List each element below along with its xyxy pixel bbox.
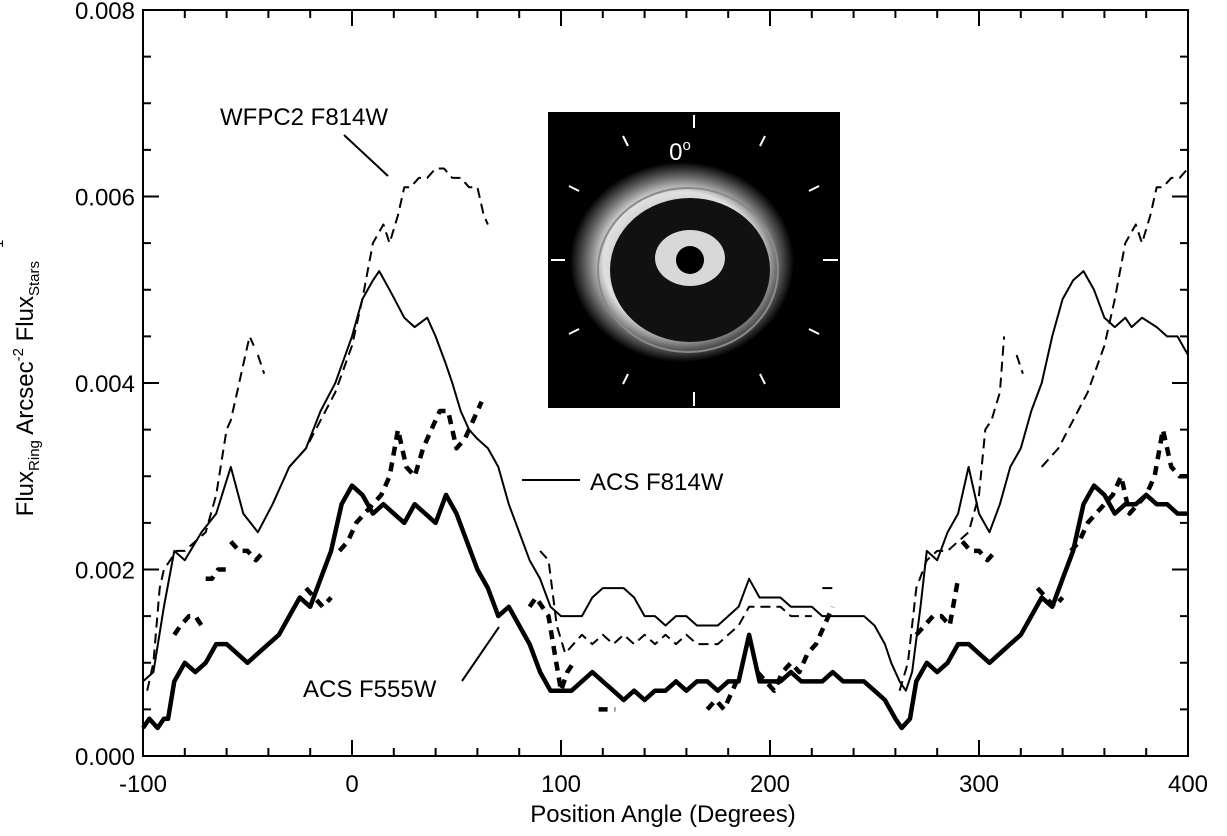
inset-core	[676, 246, 704, 274]
y-tick-label: 0.008	[75, 0, 135, 25]
x-axis-title: Position Angle (Degrees)	[530, 801, 795, 828]
inset-tick	[808, 185, 820, 192]
series-line	[146, 335, 255, 691]
y-tick-label: 0.004	[75, 371, 135, 398]
x-tick-label: -100	[119, 771, 167, 798]
inset-tick	[759, 373, 766, 385]
series-line	[705, 671, 743, 712]
inset-tick	[808, 328, 820, 335]
series-line	[914, 578, 961, 637]
series-wfpc2-f555w	[172, 400, 1188, 712]
series-line	[337, 400, 484, 553]
label-acs-f814w: ACS F814W	[590, 469, 724, 496]
series-line	[960, 540, 998, 563]
series-line	[1035, 586, 1065, 610]
inset-ring-contour	[597, 187, 779, 353]
inset-angle-label: 0o	[669, 137, 691, 166]
inset-angle-ticks	[551, 115, 838, 406]
series-line	[1015, 354, 1024, 375]
series-line	[205, 567, 227, 582]
series-line	[142, 270, 1189, 692]
axes: -100 0 100 200 300 400 0.000 0.002 0.004 0.006 0.0…	[75, 0, 1208, 798]
series-line	[898, 336, 1006, 691]
series-line	[229, 540, 266, 563]
y-axis-title: FluxRing Arcsec-2 FluxStars-1	[0, 240, 43, 517]
x-tick-label: 300	[959, 771, 999, 798]
series-line	[527, 595, 576, 693]
series-layer	[141, 167, 1189, 731]
inset-tick	[622, 373, 629, 385]
inset-ring-image: 0o	[548, 112, 840, 408]
label-wfpc2-f814w: WFPC2 F814W	[220, 104, 388, 131]
leader-acs-f555w	[461, 626, 500, 682]
series-line	[288, 167, 489, 468]
inset-tick	[759, 135, 766, 147]
y-tick-label: 0.002	[75, 558, 135, 585]
series-line	[1040, 167, 1189, 468]
series-acs-f555w	[141, 483, 1188, 731]
y-tick-label: 0.006	[75, 185, 135, 212]
series-line	[141, 483, 1188, 731]
leader-wfpc2-f814w	[343, 134, 389, 177]
series-acs-f814w	[142, 270, 1189, 692]
y-tick-label: 0.000	[75, 744, 135, 771]
label-acs-f555w: ACS F555W	[303, 676, 437, 703]
series-line	[172, 613, 204, 637]
series-line	[304, 586, 333, 610]
x-tick-label: 100	[541, 771, 581, 798]
series-line	[1069, 427, 1188, 553]
annotations: WFPC2 F814W ACS F814W ACS F555W	[220, 104, 724, 703]
inset-tick	[568, 185, 580, 192]
series-line	[539, 550, 812, 655]
x-tick-label: 200	[750, 771, 790, 798]
inset-tick	[622, 135, 629, 147]
x-tick-label: 0	[345, 771, 358, 798]
x-tick-label: 400	[1168, 771, 1208, 798]
series-line	[755, 605, 835, 693]
inset-tick	[568, 328, 580, 335]
series-wfpc2-f814w	[146, 167, 1189, 691]
series-line	[256, 354, 266, 375]
